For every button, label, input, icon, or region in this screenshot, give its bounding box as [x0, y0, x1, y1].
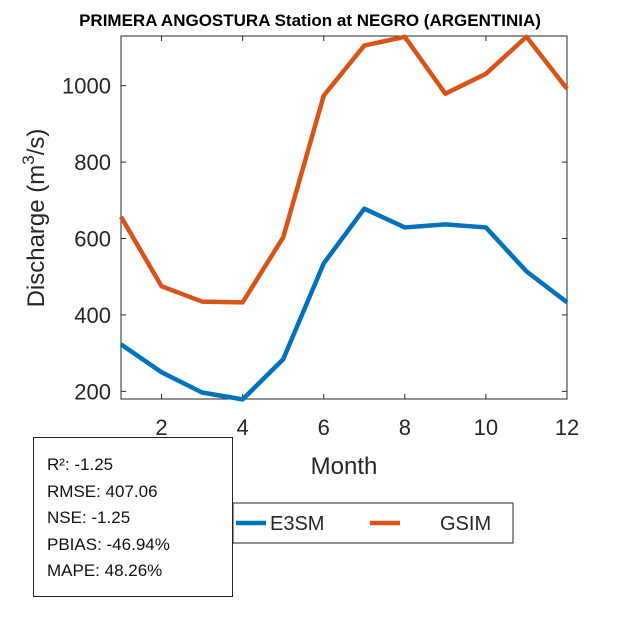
- x-tick-label: 10: [474, 415, 498, 440]
- x-tick-label: 8: [399, 415, 411, 440]
- stat-pbias: PBIAS: -46.94%: [47, 534, 170, 554]
- y-tick-label: 600: [74, 227, 111, 252]
- x-tick-label: 4: [237, 415, 249, 440]
- stat-mape: MAPE: 48.26%: [47, 561, 163, 580]
- x-tick-label: 2: [155, 415, 167, 440]
- plot-frame: [120, 35, 568, 400]
- stat-r2: R²: -1.25: [47, 455, 114, 474]
- x-axis-label: Month: [311, 453, 378, 480]
- y-tick-label: 400: [74, 303, 111, 328]
- y-axis-label-sup: 3: [19, 155, 38, 164]
- stats-box: R²: -1.25 RMSE: 407.06 NSE: -1.25 PBIAS:…: [33, 437, 233, 597]
- legend-label-gsim: GSIM: [440, 513, 491, 535]
- y-axis-label: Discharge (m3/s): [19, 129, 50, 308]
- y-axis-label-tail: /s): [23, 129, 50, 156]
- stat-rmse: RMSE: 407.06: [47, 481, 158, 501]
- y-axis-label-main: Discharge (m: [23, 165, 50, 308]
- legend-label-e3sm: E3SM: [270, 513, 324, 535]
- chart-title: PRIMERA ANGOSTURA Station at NEGRO (ARGE…: [79, 11, 541, 30]
- x-tick-label: 12: [555, 415, 579, 440]
- series-line-gsim: [119, 34, 569, 305]
- y-tick-label: 1000: [62, 74, 111, 99]
- legend: E3SM GSIM: [232, 502, 514, 544]
- y-tick-label: 800: [74, 150, 111, 175]
- y-tick-label: 200: [74, 379, 111, 404]
- x-tick-label: 6: [318, 415, 330, 440]
- stat-nse: NSE: -1.25: [47, 508, 131, 527]
- series-line-e3sm: [119, 206, 569, 402]
